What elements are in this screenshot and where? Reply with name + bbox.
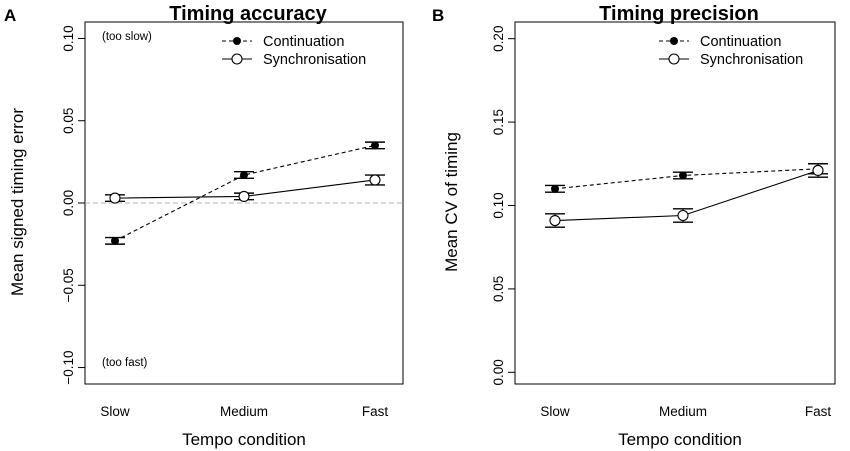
point-continuation bbox=[111, 236, 119, 245]
legend: Continuation Synchronisation bbox=[659, 34, 803, 68]
annotation-too-fast: (too fast) bbox=[102, 357, 148, 369]
legend-marker-continuation bbox=[670, 37, 678, 45]
x-axis: Slow Medium Fast bbox=[100, 404, 388, 419]
y-tick-label: 0.10 bbox=[491, 192, 506, 218]
point-synchronisation bbox=[238, 190, 250, 202]
point-synchronisation bbox=[812, 164, 824, 177]
x-tick-label-medium: Medium bbox=[220, 404, 268, 419]
plot-frame bbox=[84, 21, 404, 385]
point-synchronisation bbox=[549, 214, 561, 227]
x-axis-label: Tempo condition bbox=[618, 430, 742, 449]
y-axis: −0.10 −0.05 0.00 0.05 0.10 bbox=[61, 25, 85, 385]
point-continuation bbox=[240, 171, 248, 180]
legend-marker-synchronisation bbox=[668, 53, 680, 65]
x-tick-label-slow: Slow bbox=[540, 404, 570, 419]
x-tick-label-slow: Slow bbox=[100, 404, 130, 419]
plot-frame bbox=[514, 21, 836, 385]
panel-letter: A bbox=[4, 6, 16, 25]
y-tick-label: −0.05 bbox=[61, 268, 76, 302]
point-continuation bbox=[371, 141, 379, 150]
legend-marker-synchronisation bbox=[231, 53, 243, 65]
point-synchronisation bbox=[677, 209, 689, 222]
point-continuation bbox=[679, 171, 687, 180]
y-axis-label: Mean CV of timing bbox=[442, 132, 461, 272]
y-tick-label: 0.05 bbox=[491, 276, 506, 302]
chart-title: Timing precision bbox=[599, 3, 759, 25]
point-continuation bbox=[551, 184, 559, 193]
x-tick-label-medium: Medium bbox=[659, 404, 707, 419]
y-tick-label: −0.10 bbox=[61, 350, 76, 384]
y-axis: 0.00 0.05 0.10 0.15 0.20 bbox=[491, 26, 515, 385]
panel-letter: B bbox=[432, 6, 444, 25]
plot-area bbox=[85, 141, 403, 245]
annotation-too-slow: (too slow) bbox=[102, 31, 152, 43]
panel-a: A Timing accuracy −0.10 −0.05 0.00 0.05 0.10… bbox=[4, 3, 404, 449]
chart-title: Timing accuracy bbox=[169, 3, 327, 25]
x-axis: Slow Medium Fast bbox=[540, 404, 831, 419]
x-tick-label-fast: Fast bbox=[805, 404, 832, 419]
series-line-continuation bbox=[114, 144, 376, 242]
plot-area bbox=[545, 163, 828, 228]
x-tick-label-fast: Fast bbox=[362, 404, 389, 419]
y-tick-label: 0.00 bbox=[61, 190, 76, 216]
point-synchronisation bbox=[109, 192, 121, 204]
legend-marker-continuation bbox=[233, 37, 241, 45]
legend: Continuation Synchronisation bbox=[222, 34, 366, 68]
x-axis-label: Tempo condition bbox=[182, 430, 306, 449]
y-tick-label: 0.00 bbox=[491, 359, 506, 385]
y-tick-label: 0.15 bbox=[491, 109, 506, 135]
legend-label-synchronisation: Synchronisation bbox=[263, 52, 366, 68]
legend-label-continuation: Continuation bbox=[263, 34, 344, 50]
y-tick-label: 0.10 bbox=[61, 25, 76, 51]
panel-b: B Timing precision 0.000.050.100.150.20 … bbox=[432, 3, 836, 449]
y-axis-label: Mean signed timing error bbox=[8, 108, 27, 296]
y-tick-label: 0.05 bbox=[61, 108, 76, 134]
legend-label-continuation: Continuation bbox=[700, 34, 781, 50]
y-tick-label: 0.20 bbox=[491, 26, 506, 52]
point-synchronisation bbox=[369, 174, 381, 186]
legend-label-synchronisation: Synchronisation bbox=[700, 52, 803, 68]
